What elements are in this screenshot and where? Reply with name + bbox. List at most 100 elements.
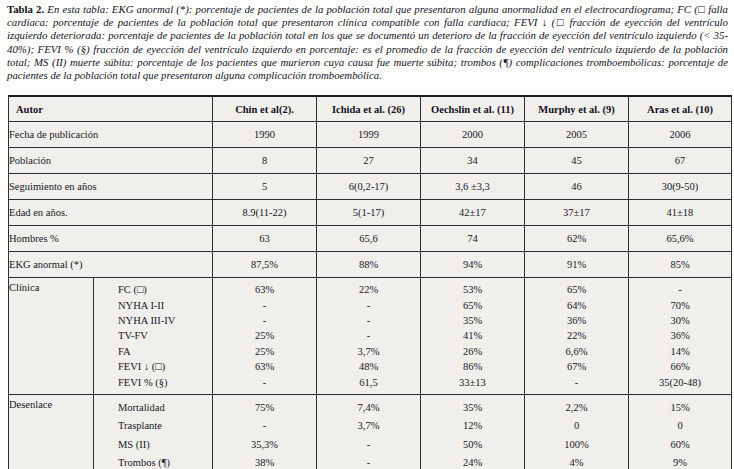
sub-row-value: 36% <box>525 313 628 328</box>
sub-row-label: NYHA I-II <box>94 298 212 313</box>
sub-row-value: 36% <box>629 328 731 343</box>
sub-row-value: 30% <box>629 313 731 328</box>
data-cell: 8 <box>213 148 317 174</box>
sub-row-value: 64% <box>525 298 628 313</box>
data-cell: 22%---3,7%48%61,5 <box>317 278 421 395</box>
data-cell: 63%--25%25%63%- <box>213 278 317 395</box>
sub-row-value: 3,7% <box>317 344 420 359</box>
sub-row-value: 65% <box>525 282 628 297</box>
sub-row-value: - <box>213 298 316 313</box>
data-cell: 1990 <box>213 122 317 148</box>
row-label: Fecha de publicación <box>9 122 213 148</box>
data-cell: 74 <box>421 226 525 252</box>
sub-row-value: 22% <box>317 282 420 297</box>
caption-text: En esta tabla: EKG anormal (*): porcenta… <box>7 3 728 81</box>
sub-row-value: - <box>213 417 316 435</box>
sub-row-value: 38% <box>213 454 316 469</box>
sub-row-value: 26% <box>421 344 524 359</box>
sub-row-label: MS (II) <box>94 436 212 454</box>
header-row: Autor Chin et al(2). Ichida et al. (26) … <box>9 96 732 122</box>
sub-row-label: Mortalidad <box>94 399 212 417</box>
sub-row-value: 35(20-48) <box>629 375 731 390</box>
data-cell: 37±17 <box>525 200 629 226</box>
sub-row-value: 24% <box>421 454 524 469</box>
data-cell: 2006 <box>629 122 732 148</box>
data-cell: 15%060%9% <box>629 394 732 469</box>
header-cell-oechslin: Oechslin et al. (11) <box>421 96 525 122</box>
row-label: Edad en años. <box>9 200 213 226</box>
sub-row-label: Trombos (¶) <box>94 454 212 469</box>
sub-row-value: 0 <box>525 417 628 435</box>
table-row: Fecha de publicación19901999200020052006 <box>9 122 732 148</box>
sub-row-value: 14% <box>629 344 731 359</box>
sub-row-value: - <box>213 313 316 328</box>
sub-row-label: FA <box>94 344 212 359</box>
header-cell-chin: Chin et al(2). <box>213 96 317 122</box>
sub-row-value: 33±13 <box>421 375 524 390</box>
sub-row-value: 67% <box>525 359 628 374</box>
data-cell: 53%65%35%41%26%86%33±13 <box>421 278 525 395</box>
sub-row-value: 63% <box>213 282 316 297</box>
group-label: Clínica <box>9 278 94 395</box>
row-label: EKG anormal (*) <box>9 252 213 278</box>
data-cell: 6(0,2-17) <box>317 174 421 200</box>
header-cell-aras: Aras et al. (10) <box>629 96 732 122</box>
sub-row-value: 75% <box>213 399 316 417</box>
sub-row-value: 61,5 <box>317 375 420 390</box>
header-cell-ichida: Ichida et al. (26) <box>317 96 421 122</box>
header-cell-autor: Autor <box>9 96 213 122</box>
sub-row-label: TV-FV <box>94 328 212 343</box>
data-cell: 88% <box>317 252 421 278</box>
data-cell: 2,2%0100%4% <box>525 394 629 469</box>
sub-row-value: 3,7% <box>317 417 420 435</box>
row-label: Seguimiento en años <box>9 174 213 200</box>
sub-row-value: - <box>629 282 731 297</box>
sub-label-cell: FC (□)NYHA I-IINYHA III-IVTV-FVFAFEVI ↓ … <box>94 278 213 395</box>
sub-row-value: 50% <box>421 436 524 454</box>
study-comparison-table: Autor Chin et al(2). Ichida et al. (26) … <box>8 95 732 469</box>
sub-row-value: 4% <box>525 454 628 469</box>
data-cell: 45 <box>525 148 629 174</box>
sub-row-value: - <box>317 313 420 328</box>
sub-row-value: 86% <box>421 359 524 374</box>
data-cell: 35%12%50%24% <box>421 394 525 469</box>
header-cell-murphy: Murphy et al. (9) <box>525 96 629 122</box>
data-cell: 94% <box>421 252 525 278</box>
sub-row-value: - <box>213 375 316 390</box>
sub-row-value: 35% <box>421 313 524 328</box>
data-cell: -70%30%36%14%66%35(20-48) <box>629 278 732 395</box>
sub-row-value: 66% <box>629 359 731 374</box>
sub-row-value: 35,3% <box>213 436 316 454</box>
table-group-row: DesenlaceMortalidadTrasplanteMS (II)Trom… <box>9 394 732 469</box>
sub-row-value: 41% <box>421 328 524 343</box>
sub-row-value: 7,4% <box>317 399 420 417</box>
sub-row-value: 12% <box>421 417 524 435</box>
table-group-row: ClínicaFC (□)NYHA I-IINYHA III-IVTV-FVFA… <box>9 278 732 395</box>
group-label: Desenlace <box>9 394 94 469</box>
data-cell: 85% <box>629 252 732 278</box>
sub-row-value: 25% <box>213 344 316 359</box>
data-cell: 7,4%3,7%-- <box>317 394 421 469</box>
scanned-paper-page: Tabla 2. En esta tabla: EKG anormal (*):… <box>0 0 734 469</box>
data-cell: 75%-35,3%38% <box>213 394 317 469</box>
data-cell: 46 <box>525 174 629 200</box>
sub-row-value: - <box>317 436 420 454</box>
sub-row-label: NYHA III-IV <box>94 313 212 328</box>
data-cell: 30(9-50) <box>629 174 732 200</box>
sub-row-value: 0 <box>629 417 731 435</box>
data-cell: 5 <box>213 174 317 200</box>
data-cell: 65,6 <box>317 226 421 252</box>
sub-row-label: FC (□) <box>94 282 212 297</box>
data-cell: 42±17 <box>421 200 525 226</box>
sub-row-value: 6,6% <box>525 344 628 359</box>
data-cell: 41±18 <box>629 200 732 226</box>
sub-row-value: 25% <box>213 328 316 343</box>
sub-row-value: - <box>317 328 420 343</box>
row-label: Población <box>9 148 213 174</box>
sub-row-value: 48% <box>317 359 420 374</box>
sub-row-value: 100% <box>525 436 628 454</box>
sub-row-value: 63% <box>213 359 316 374</box>
sub-row-value: 53% <box>421 282 524 297</box>
sub-row-value: - <box>317 454 420 469</box>
data-cell: 63 <box>213 226 317 252</box>
